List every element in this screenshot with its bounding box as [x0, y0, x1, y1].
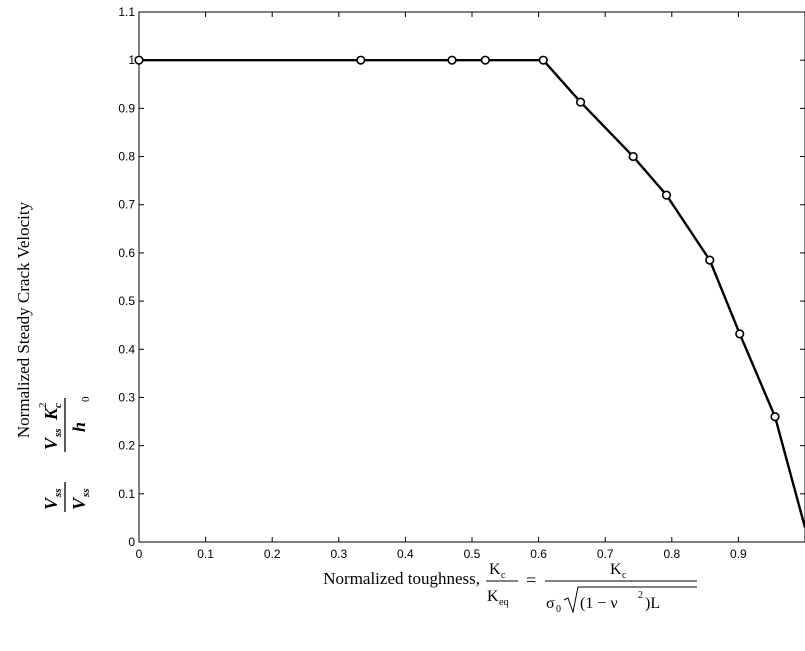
x-tick-label: 0: [136, 547, 143, 561]
data-point-marker: [356, 55, 366, 65]
x-formula-sup: 2: [638, 590, 643, 601]
y-tick-label: 0.8: [118, 150, 135, 164]
x-tick-label: 0.8: [663, 547, 680, 561]
x-formula-sigma-sub: 0: [556, 604, 561, 615]
y-formula-k-sub: c: [52, 403, 64, 408]
y-formula-zero: 0: [80, 396, 92, 402]
y-tick-label: 0.6: [118, 246, 135, 260]
x-formula-lhs-den-sub: eq: [499, 597, 508, 608]
x-axis-formula: K c K eq = K c σ 0 (1 − ν 2 )L: [486, 561, 697, 615]
y-tick-label: 0.5: [118, 294, 135, 308]
y-formula-v2: V: [69, 496, 89, 510]
x-formula-rhs-num: K: [610, 561, 622, 578]
y-formula-ss3: ss: [52, 428, 64, 438]
ticks-layer: 0 0.1 0.2 0.3 0.4 0.5 0.6 0.7 0.8 0.9 0 0.1 0.2 0.3 0.…: [118, 5, 805, 561]
x-formula-lhs-den: K: [487, 588, 499, 605]
data-point-marker: [134, 55, 144, 65]
data-point-marker: [480, 55, 490, 65]
y-tick-label: 0: [128, 535, 135, 549]
data-point-marker: [447, 55, 457, 65]
x-tick-label: 0.4: [397, 547, 414, 561]
y-tick-label: 0.1: [118, 487, 135, 501]
data-point-marker: [705, 255, 715, 265]
x-tick-label: 0.9: [730, 547, 747, 561]
y-tick-label: 0.4: [118, 342, 135, 356]
x-tick-label: 0.1: [197, 547, 214, 561]
x-formula-sigma: σ: [546, 595, 555, 612]
series-layer: [134, 55, 805, 528]
x-axis-label: Normalized toughness,: [323, 569, 480, 588]
series-line: [139, 58, 805, 528]
x-tick-label: 0.7: [597, 547, 614, 561]
y-axis-formula: V ss V ss V ss K c 2 h 0: [37, 396, 92, 512]
data-point-marker: [628, 151, 638, 162]
y-tick-label: 0.7: [118, 198, 135, 212]
y-axis-label: Normalized Steady Crack Velocity: [14, 201, 33, 438]
x-formula-paren-open: (1 − ν: [580, 595, 618, 612]
y-tick-label: 0.3: [118, 390, 135, 404]
y-formula-k: K: [41, 406, 61, 421]
data-point-marker: [735, 329, 745, 339]
y-tick-label: 1: [128, 53, 135, 67]
data-point-marker: [770, 412, 780, 422]
x-formula-sqrt: [563, 586, 697, 614]
data-point-marker: [575, 97, 586, 107]
y-formula-k-sup: 2: [37, 403, 49, 409]
x-formula-lhs-num-sub: c: [501, 570, 506, 581]
y-formula-ss: ss: [52, 488, 64, 498]
y-tick-label: 0.2: [118, 439, 135, 453]
plot-frame: [138, 11, 805, 543]
plot-border: [138, 11, 805, 543]
x-tick-label: 0.6: [530, 547, 547, 561]
x-formula-rhs-num-sub: c: [622, 570, 627, 581]
x-tick-label: 0.2: [264, 547, 281, 561]
x-tick-label: 0.3: [330, 547, 347, 561]
y-formula-v3: V: [41, 436, 61, 450]
x-formula-eq: =: [526, 570, 536, 590]
y-formula-h: h: [69, 422, 89, 432]
y-formula-v: V: [41, 496, 61, 510]
x-tick-label: 0.5: [464, 547, 481, 561]
y-tick-label: 1.1: [118, 5, 135, 19]
y-formula-ss2: ss: [80, 488, 92, 498]
x-formula-lhs-num: K: [489, 561, 501, 578]
y-tick-label: 0.9: [118, 101, 135, 115]
data-point-marker: [538, 55, 548, 65]
data-point-marker: [661, 190, 672, 200]
x-formula-paren-close: )L: [645, 595, 660, 612]
